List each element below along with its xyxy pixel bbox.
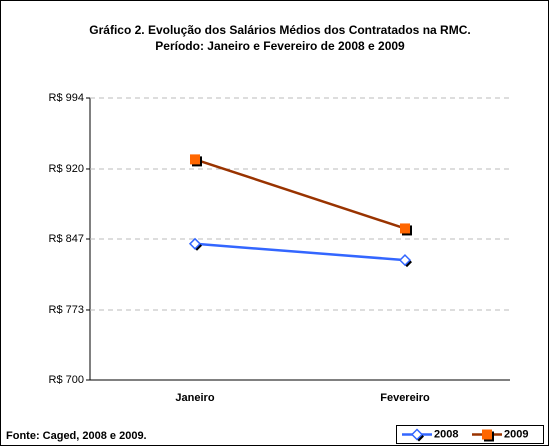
series-line <box>194 242 406 262</box>
marker <box>482 429 492 440</box>
marker <box>190 154 200 165</box>
marker <box>410 428 424 441</box>
chart-title: Gráfico 2. Evolução dos Salários Médios … <box>89 23 471 53</box>
y-tick-label: R$ 773 <box>49 304 84 316</box>
y-tick-label: R$ 994 <box>49 92 84 104</box>
marker <box>398 254 412 267</box>
y-tick-label: R$ 700 <box>49 374 84 386</box>
y-tick-label: R$ 847 <box>49 233 84 245</box>
source-note: Fonte: Caged, 2008 e 2009. <box>6 430 147 442</box>
marker <box>188 237 202 250</box>
legend-box <box>396 425 544 444</box>
x-tick-label: Fevereiro <box>380 392 430 404</box>
y-tick-label: R$ 920 <box>49 163 84 175</box>
legend-label: 2008 <box>434 428 458 440</box>
x-tick-label: Janeiro <box>175 392 214 404</box>
series-line <box>194 158 406 230</box>
legend-label: 2009 <box>504 428 528 440</box>
marker <box>400 223 410 234</box>
